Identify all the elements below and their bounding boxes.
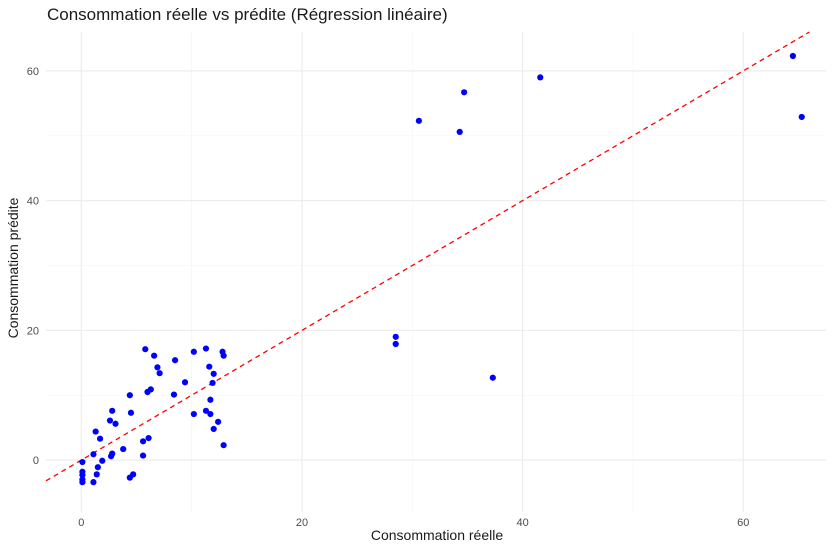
data-point — [171, 357, 179, 364]
data-point — [109, 450, 116, 457]
data-point — [106, 417, 114, 424]
data-point — [109, 407, 116, 414]
data-point — [190, 410, 197, 418]
data-point — [170, 391, 178, 398]
data-point — [99, 457, 106, 464]
chart-title: Consommation réelle vs prédite (Régressi… — [47, 5, 448, 24]
data-point — [151, 352, 158, 359]
data-point — [142, 346, 149, 353]
grid-lines — [46, 32, 826, 512]
data-point — [190, 348, 197, 355]
data-point — [139, 438, 147, 445]
data-point — [789, 52, 797, 60]
data-point — [202, 407, 210, 414]
data-point — [181, 379, 189, 386]
data-point — [215, 418, 222, 425]
data-point — [537, 74, 544, 81]
data-point — [154, 364, 161, 371]
x-tick-label: 20 — [296, 517, 308, 529]
reference-line-group — [45, 31, 810, 482]
data-point — [126, 392, 133, 399]
data-point — [94, 464, 101, 471]
data-point — [210, 370, 217, 377]
data-point — [156, 370, 163, 377]
data-point — [798, 113, 805, 121]
data-point — [79, 471, 86, 479]
y-axis-title: Consommation prédite — [5, 197, 21, 338]
data-point — [207, 396, 214, 403]
data-point — [145, 434, 152, 442]
y-tick-label: 20 — [27, 325, 39, 337]
data-point — [96, 435, 104, 442]
data-point — [79, 458, 86, 466]
data-point — [220, 352, 227, 359]
x-tick-label: 0 — [78, 517, 84, 529]
data-point — [127, 409, 135, 416]
y-tick-label: 60 — [27, 66, 39, 78]
data-point — [392, 333, 399, 340]
data-point — [112, 420, 119, 427]
data-points — [79, 52, 805, 486]
data-point — [210, 425, 217, 433]
data-point — [92, 428, 99, 435]
data-point — [90, 451, 97, 458]
reference-line — [45, 31, 810, 482]
data-point — [130, 471, 137, 478]
data-point — [489, 374, 496, 381]
data-point — [93, 471, 100, 478]
data-point — [209, 379, 216, 387]
y-tick-label: 40 — [27, 196, 39, 208]
data-point — [202, 345, 210, 352]
x-tick-label: 40 — [516, 517, 528, 529]
data-point — [456, 128, 463, 135]
data-point — [139, 452, 147, 459]
data-point — [120, 445, 127, 453]
data-point — [90, 479, 97, 486]
data-point — [415, 117, 422, 124]
data-point — [220, 442, 227, 449]
y-tick-label: 0 — [33, 455, 39, 467]
x-axis-ticks: 0 20 40 60 — [78, 517, 749, 529]
x-axis-title: Consommation réelle — [371, 527, 503, 543]
data-point — [392, 340, 399, 348]
data-point — [206, 363, 213, 370]
data-point — [79, 479, 86, 486]
x-tick-label: 60 — [737, 517, 749, 529]
data-point — [207, 410, 214, 418]
data-point — [147, 386, 154, 393]
data-point — [461, 89, 468, 96]
y-axis-ticks: 0 20 40 60 — [27, 66, 39, 467]
